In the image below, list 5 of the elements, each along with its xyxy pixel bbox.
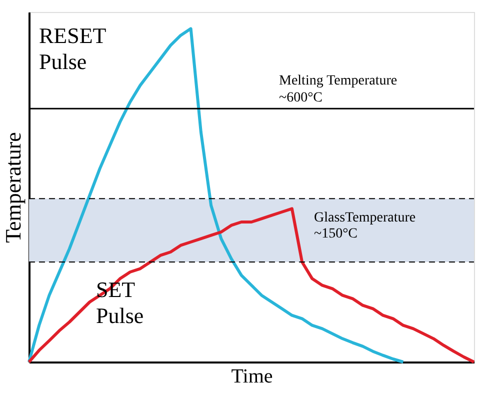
series-label: RESET Pulse <box>39 23 107 74</box>
band-label: GlassTemperature ~150°C <box>314 210 416 242</box>
y-axis-title: Temperature <box>0 132 26 243</box>
ref-line-label: Melting Temperature ~600°C <box>279 74 398 106</box>
x-axis-title: Time <box>231 366 273 388</box>
